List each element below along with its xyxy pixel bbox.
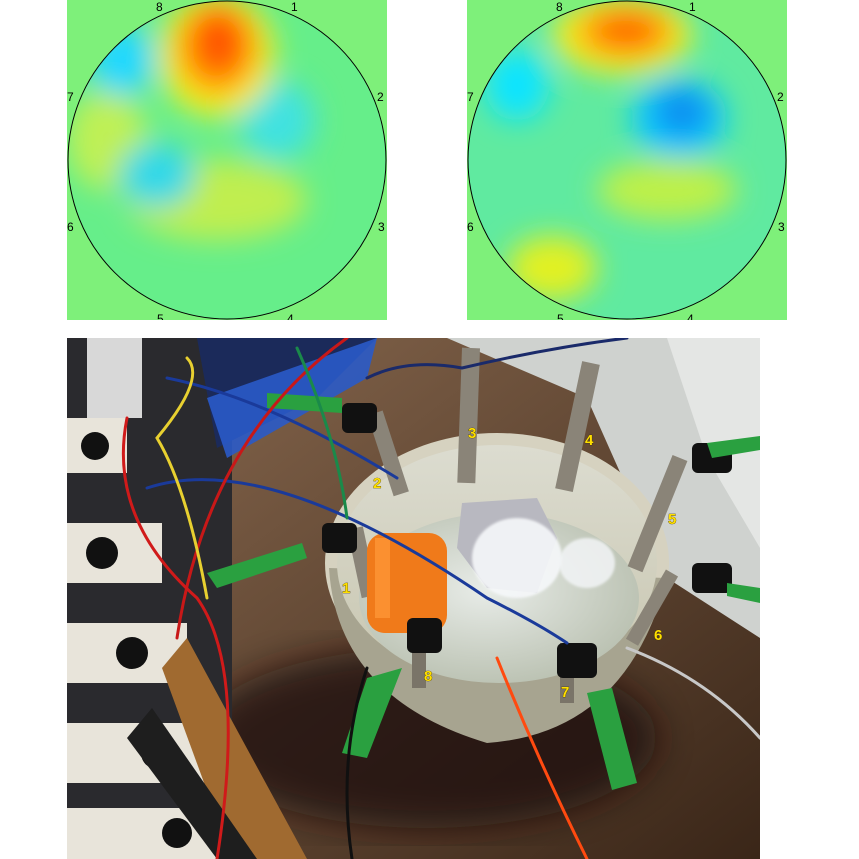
field-low-peak (654, 88, 710, 136)
electrode-label: 2 (777, 90, 784, 104)
field-low-region (239, 80, 315, 160)
electrode-label: 4 (687, 312, 694, 320)
electrode-label: 7 (467, 90, 474, 104)
board-panel (87, 338, 142, 418)
electrode-label: 2 (377, 90, 384, 104)
electrode-label: 3 (378, 220, 385, 234)
electrode-label: 8 (156, 0, 163, 14)
electrode-label: 6 (467, 220, 474, 234)
electrode-number: 2 (373, 475, 381, 492)
electrode-label: 4 (287, 312, 294, 320)
field-low-region (119, 143, 195, 207)
electrode-label: 6 (67, 220, 74, 234)
field-high-peak (597, 14, 657, 46)
electrode-label: 1 (291, 0, 298, 14)
setup-photo: 1 2 3 4 5 6 7 8 (67, 338, 760, 859)
field-low-region (485, 49, 549, 121)
green-plugs (207, 393, 760, 790)
field-mid-region (507, 236, 597, 300)
electrode-number: 4 (585, 432, 594, 449)
boundary-circle (67, 0, 387, 320)
electrode-label: 5 (157, 312, 164, 320)
ice-object (472, 518, 562, 598)
electrode-label: 8 (556, 0, 563, 14)
electrode-label: 5 (557, 312, 564, 320)
map-right-svg: 1 2 3 4 5 6 7 8 (467, 0, 787, 320)
electrode-label: 3 (778, 220, 785, 234)
electrode-number: 7 (561, 684, 569, 701)
wires (121, 338, 760, 859)
electrode-number: 3 (468, 425, 476, 442)
reconstruction-map-left: 1 2 3 4 5 6 7 8 (67, 0, 387, 320)
electrode-number: 8 (424, 668, 432, 685)
electrode-strips (347, 347, 688, 703)
field-mid-region (597, 160, 737, 220)
electrode-label: 1 (689, 0, 696, 14)
field-high-peak (193, 10, 245, 74)
black-strip (127, 708, 257, 859)
electrode-number: 5 (668, 511, 676, 528)
wall (447, 338, 760, 638)
reconstruction-map-right: 1 2 3 4 5 6 7 8 (467, 0, 787, 320)
electrode-number: 6 (654, 627, 662, 644)
setup-photo-svg: 1 2 3 4 5 6 7 8 (67, 338, 760, 859)
electrode-label: 7 (67, 90, 74, 104)
ice-object (559, 538, 615, 588)
boundary-circle (467, 0, 787, 320)
wooden-rail (162, 638, 307, 859)
electrode-number: 1 (342, 580, 350, 597)
map-left-svg: 1 2 3 4 5 6 7 8 (67, 0, 387, 320)
